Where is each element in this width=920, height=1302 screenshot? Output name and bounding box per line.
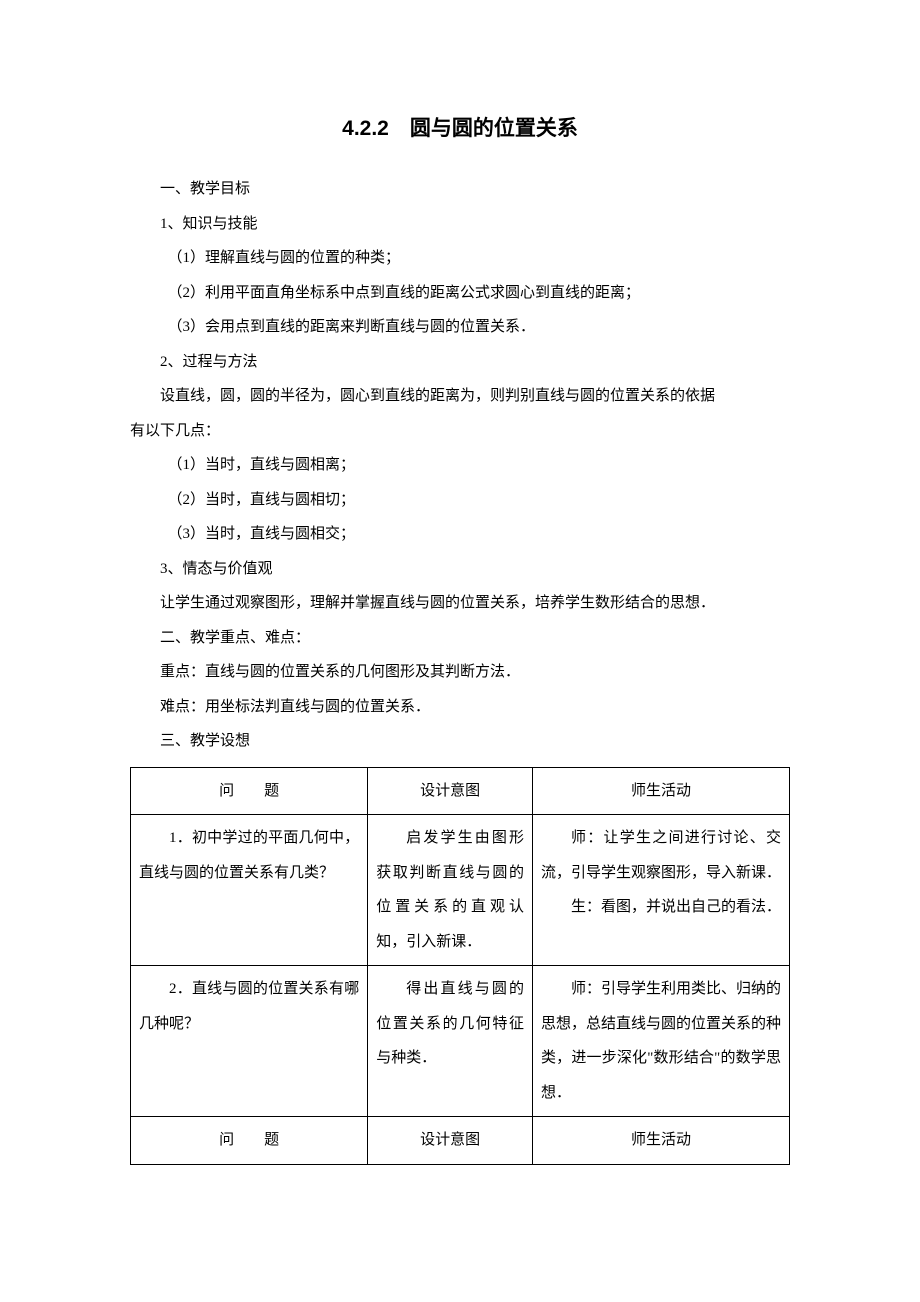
table-header-row: 问 题 设计意图 师生活动 <box>131 767 790 815</box>
section-1-2-heading: 2、过程与方法 <box>130 345 790 380</box>
item-1-2-3: （3）当时，直线与圆相交； <box>130 517 790 552</box>
cell-a2: 师：引导学生利用类比、归纳的思想，总结直线与圆的位置关系的种类，进一步深化"数形… <box>541 972 781 1110</box>
section-1-2-intro-a: 设直线，圆，圆的半径为，圆心到直线的距离为，则判别直线与圆的位置关系的依据 <box>130 379 790 414</box>
footer-intent: 设计意图 <box>368 1117 533 1165</box>
header-activity: 师生活动 <box>532 767 789 815</box>
cell-i2: 得出直线与圆的位置关系的几何特征与种类． <box>376 972 524 1076</box>
section-1-heading: 一、教学目标 <box>130 172 790 207</box>
section-2-diff: 难点：用坐标法判直线与圆的位置关系． <box>130 690 790 725</box>
cell-q2: 2．直线与圆的位置关系有哪几种呢？ <box>139 972 359 1041</box>
footer-question: 问 题 <box>131 1117 368 1165</box>
item-1-1-1: （1）理解直线与圆的位置的种类； <box>130 241 790 276</box>
document-content: 一、教学目标 1、知识与技能 （1）理解直线与圆的位置的种类； （2）利用平面直… <box>130 172 790 1165</box>
cell-a1-student: 生：看图，并说出自己的看法． <box>541 890 781 925</box>
table-footer-row: 问 题 设计意图 师生活动 <box>131 1117 790 1165</box>
document-title: 4.2.2 圆与圆的位置关系 <box>130 112 790 142</box>
cell-i1: 启发学生由图形获取判断直线与圆的位置关系的直观认知，引入新课． <box>376 821 524 959</box>
section-1-1-heading: 1、知识与技能 <box>130 207 790 242</box>
footer-activity: 师生活动 <box>532 1117 789 1165</box>
item-1-2-2: （2）当时，直线与圆相切； <box>130 483 790 518</box>
table-row: 1．初中学过的平面几何中，直线与圆的位置关系有几类？ 启发学生由图形获取判断直线… <box>131 815 790 966</box>
design-table: 问 题 设计意图 师生活动 1．初中学过的平面几何中，直线与圆的位置关系有几类？… <box>130 767 790 1165</box>
item-1-1-3: （3）会用点到直线的距离来判断直线与圆的位置关系． <box>130 310 790 345</box>
cell-a1-teacher: 师：让学生之间进行讨论、交流，引导学生观察图形，导入新课． <box>541 821 781 890</box>
section-3-heading: 三、教学设想 <box>130 724 790 759</box>
item-1-2-1: （1）当时，直线与圆相离； <box>130 448 790 483</box>
section-1-3-heading: 3、情态与价值观 <box>130 552 790 587</box>
table-row: 2．直线与圆的位置关系有哪几种呢？ 得出直线与圆的位置关系的几何特征与种类． 师… <box>131 966 790 1117</box>
section-2-heading: 二、教学重点、难点： <box>130 621 790 656</box>
header-intent: 设计意图 <box>368 767 533 815</box>
section-1-3-text: 让学生通过观察图形，理解并掌握直线与圆的位置关系，培养学生数形结合的思想． <box>130 586 790 621</box>
header-question: 问 题 <box>131 767 368 815</box>
item-1-1-2: （2）利用平面直角坐标系中点到直线的距离公式求圆心到直线的距离； <box>130 276 790 311</box>
cell-q1: 1．初中学过的平面几何中，直线与圆的位置关系有几类？ <box>139 821 359 890</box>
section-1-2-intro-b: 有以下几点： <box>130 414 790 449</box>
section-2-key: 重点：直线与圆的位置关系的几何图形及其判断方法． <box>130 655 790 690</box>
